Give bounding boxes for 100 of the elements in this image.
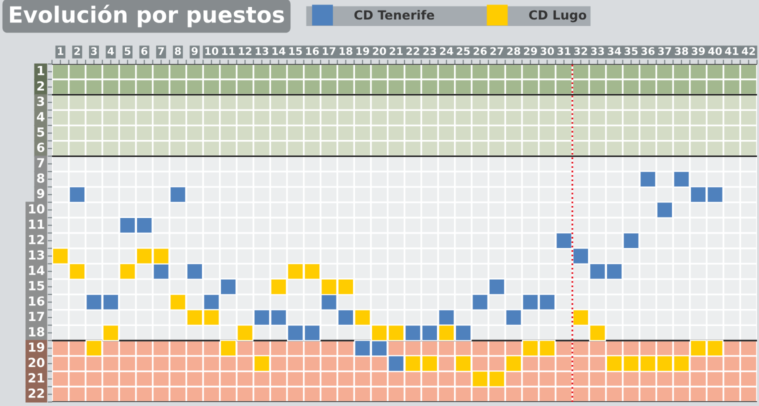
x-tick-label: 9 xyxy=(192,47,198,56)
point xyxy=(606,355,623,372)
point xyxy=(589,263,606,280)
point xyxy=(454,324,472,342)
point xyxy=(152,248,170,264)
point xyxy=(203,294,220,311)
point xyxy=(388,324,405,342)
point xyxy=(102,324,120,342)
x-tick-label: 31 xyxy=(557,47,570,56)
point xyxy=(253,355,270,372)
point xyxy=(304,263,321,280)
y-tick-label: 16 xyxy=(29,296,44,306)
x-tick-label: 37 xyxy=(658,47,672,56)
x-tick-label: 23 xyxy=(423,47,436,56)
point xyxy=(52,248,69,264)
point xyxy=(220,278,237,296)
point xyxy=(337,309,354,326)
point xyxy=(454,355,472,372)
point xyxy=(589,324,606,342)
point xyxy=(572,248,590,264)
x-tick-label: 12 xyxy=(238,47,252,55)
point xyxy=(388,355,405,372)
point xyxy=(253,309,270,326)
point xyxy=(68,186,86,203)
x-tick-label: 22 xyxy=(406,47,420,55)
x-tick-label: 15 xyxy=(289,47,302,56)
point xyxy=(370,324,388,342)
x-tick-label: 28 xyxy=(507,47,520,56)
point xyxy=(622,232,640,250)
point xyxy=(304,324,321,342)
y-tick-label: 17 xyxy=(29,312,44,321)
point xyxy=(639,170,656,188)
x-tick-label: 3 xyxy=(91,47,97,56)
point xyxy=(673,355,690,372)
point xyxy=(320,278,338,296)
point xyxy=(690,186,707,203)
point xyxy=(102,294,120,311)
point xyxy=(488,370,506,388)
point xyxy=(286,263,304,280)
y-tick-label: 21 xyxy=(28,373,44,382)
point xyxy=(673,170,690,188)
legend-label: CD Tenerife xyxy=(354,10,434,20)
legend-label: CD Lugo xyxy=(529,10,586,22)
point xyxy=(404,324,422,342)
x-tick-label: 13 xyxy=(256,47,268,56)
y-tick-label: 20 xyxy=(28,358,44,368)
point xyxy=(522,294,539,311)
y-tick-label: 9 xyxy=(37,188,44,198)
x-tick-label: 14 xyxy=(272,47,286,55)
point xyxy=(152,263,170,280)
x-tick-label: 33 xyxy=(590,47,604,56)
point xyxy=(556,232,572,250)
x-tick-label: 4 xyxy=(108,47,114,55)
point xyxy=(86,340,102,357)
point xyxy=(421,324,438,342)
y-tick-label: 7 xyxy=(37,158,44,168)
point xyxy=(505,309,522,326)
point xyxy=(472,370,488,388)
y-tick-label: 6 xyxy=(37,142,44,152)
point xyxy=(706,340,724,357)
x-tick-label: 19 xyxy=(356,47,370,56)
point xyxy=(68,263,86,280)
x-tick-label: 16 xyxy=(306,47,319,56)
x-tick-label: 26 xyxy=(474,47,487,56)
point xyxy=(656,355,674,372)
y-tick-label: 19 xyxy=(29,342,44,352)
point xyxy=(136,216,153,234)
x-tick-label: 42 xyxy=(742,47,755,55)
point xyxy=(656,202,674,218)
point xyxy=(270,309,288,326)
point xyxy=(270,278,288,296)
point xyxy=(354,309,371,326)
y-tick-label: 3 xyxy=(37,96,44,106)
point xyxy=(438,309,455,326)
x-tick-label: 39 xyxy=(692,47,705,56)
point xyxy=(606,263,623,280)
point xyxy=(421,355,438,372)
x-tick-label: 17 xyxy=(322,47,336,55)
y-tick-label: 8 xyxy=(37,173,44,183)
x-tick-label: 11 xyxy=(222,47,235,55)
y-tick-label: 15 xyxy=(29,281,44,290)
x-tick-label: 30 xyxy=(540,47,554,56)
x-tick-label: 6 xyxy=(141,47,148,56)
point xyxy=(472,294,488,311)
point xyxy=(320,294,338,311)
point xyxy=(354,340,371,357)
x-tick-label: 1 xyxy=(58,47,64,55)
point xyxy=(136,248,153,264)
x-tick-label: 24 xyxy=(440,47,454,55)
y-tick-label: 22 xyxy=(28,388,44,398)
point xyxy=(337,278,354,296)
x-tick-label: 7 xyxy=(158,47,164,55)
point xyxy=(622,355,640,372)
y-tick-label: 10 xyxy=(29,204,44,214)
y-tick-label: 4 xyxy=(36,112,44,122)
y-tick-label: 1 xyxy=(38,66,44,76)
y-tick-label: 12 xyxy=(29,234,44,244)
point xyxy=(186,263,204,280)
x-tick-label: 27 xyxy=(490,47,504,55)
x-tick-label: 20 xyxy=(372,47,386,56)
